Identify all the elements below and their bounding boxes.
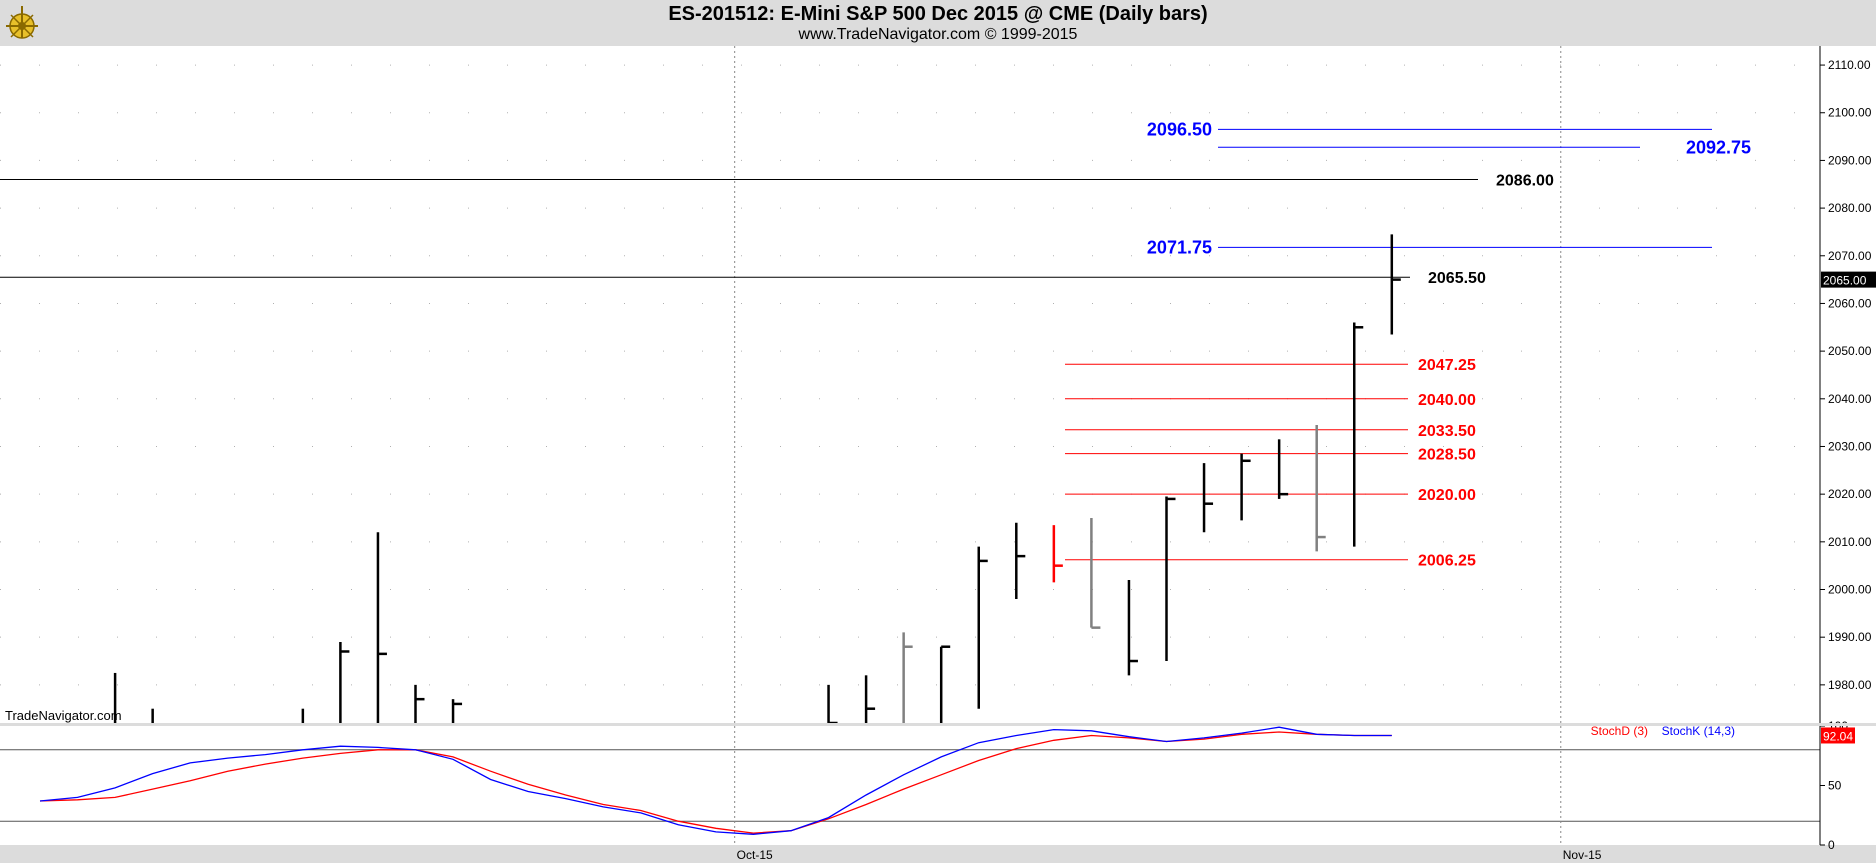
trade-navigator-logo-icon	[6, 6, 38, 39]
price-axis-label: 2090.00	[1828, 153, 1872, 167]
price-axis-background	[1820, 46, 1876, 723]
stoch-axis-label: 0	[1828, 838, 1835, 852]
level-label: 2040.00	[1418, 392, 1476, 409]
level-label: 2028.50	[1418, 447, 1476, 464]
price-axis-label: 2040.00	[1828, 392, 1872, 406]
stoch-series-line	[39, 726, 1392, 835]
price-axis-label: 2050.00	[1828, 344, 1872, 358]
level-label: 2065.50	[1428, 270, 1486, 287]
stoch-axis-background	[1820, 726, 1876, 845]
date-axis-label: Nov-15	[1563, 848, 1602, 862]
price-axis-label: 2000.00	[1828, 583, 1872, 597]
last-price-label: 2065.00	[1823, 274, 1867, 288]
chart-header: ES-201512: E-Mini S&P 500 Dec 2015 @ CME…	[0, 0, 1876, 46]
chart-subtitle: www.TradeNavigator.com © 1999-2015	[798, 26, 1078, 43]
legend-stochd: StochD (3)	[1591, 724, 1648, 738]
last-stoch-label: 92.04	[1823, 729, 1853, 743]
chart-title: ES-201512: E-Mini S&P 500 Dec 2015 @ CME…	[668, 3, 1208, 25]
price-axis-label: 2010.00	[1828, 535, 1872, 549]
date-axis-label: Oct-15	[737, 848, 773, 862]
stoch-axis-label: 50	[1828, 779, 1842, 793]
price-panel: 2115.502096.502092.752086.002071.752065.…	[0, 29, 1876, 725]
level-label: 2006.25	[1418, 553, 1476, 570]
price-axis-label: 1980.00	[1828, 678, 1872, 692]
stochastic-panel: StochD (3)StochK (14,3)05010092.04Oct-15…	[0, 719, 1876, 862]
level-label: 2096.50	[1147, 119, 1212, 139]
price-plot-background	[0, 46, 1820, 723]
level-label: 2033.50	[1418, 423, 1476, 440]
price-axis-label: 1990.00	[1828, 630, 1872, 644]
price-axis-label: 2080.00	[1828, 201, 1872, 215]
level-label: 2020.00	[1418, 487, 1476, 504]
price-axis-label: 2100.00	[1828, 106, 1872, 120]
price-axis-label: 2060.00	[1828, 296, 1872, 310]
level-label: 2092.75	[1686, 137, 1751, 157]
watermark-text: TradeNavigator.com	[5, 708, 122, 723]
price-axis-label: 2070.00	[1828, 249, 1872, 263]
level-label: 2071.75	[1147, 237, 1212, 257]
stoch-plot-background	[0, 726, 1820, 845]
level-label: 2047.25	[1418, 357, 1476, 374]
last-stoch-box	[1821, 727, 1855, 744]
last-price-box	[1821, 271, 1876, 288]
price-axis-label: 2020.00	[1828, 487, 1872, 501]
level-label: 2086.00	[1496, 172, 1554, 189]
legend-stochk: StochK (14,3)	[1662, 724, 1735, 738]
price-axis-label: 2110.00	[1828, 58, 1871, 72]
price-axis-label: 2030.00	[1828, 439, 1872, 453]
